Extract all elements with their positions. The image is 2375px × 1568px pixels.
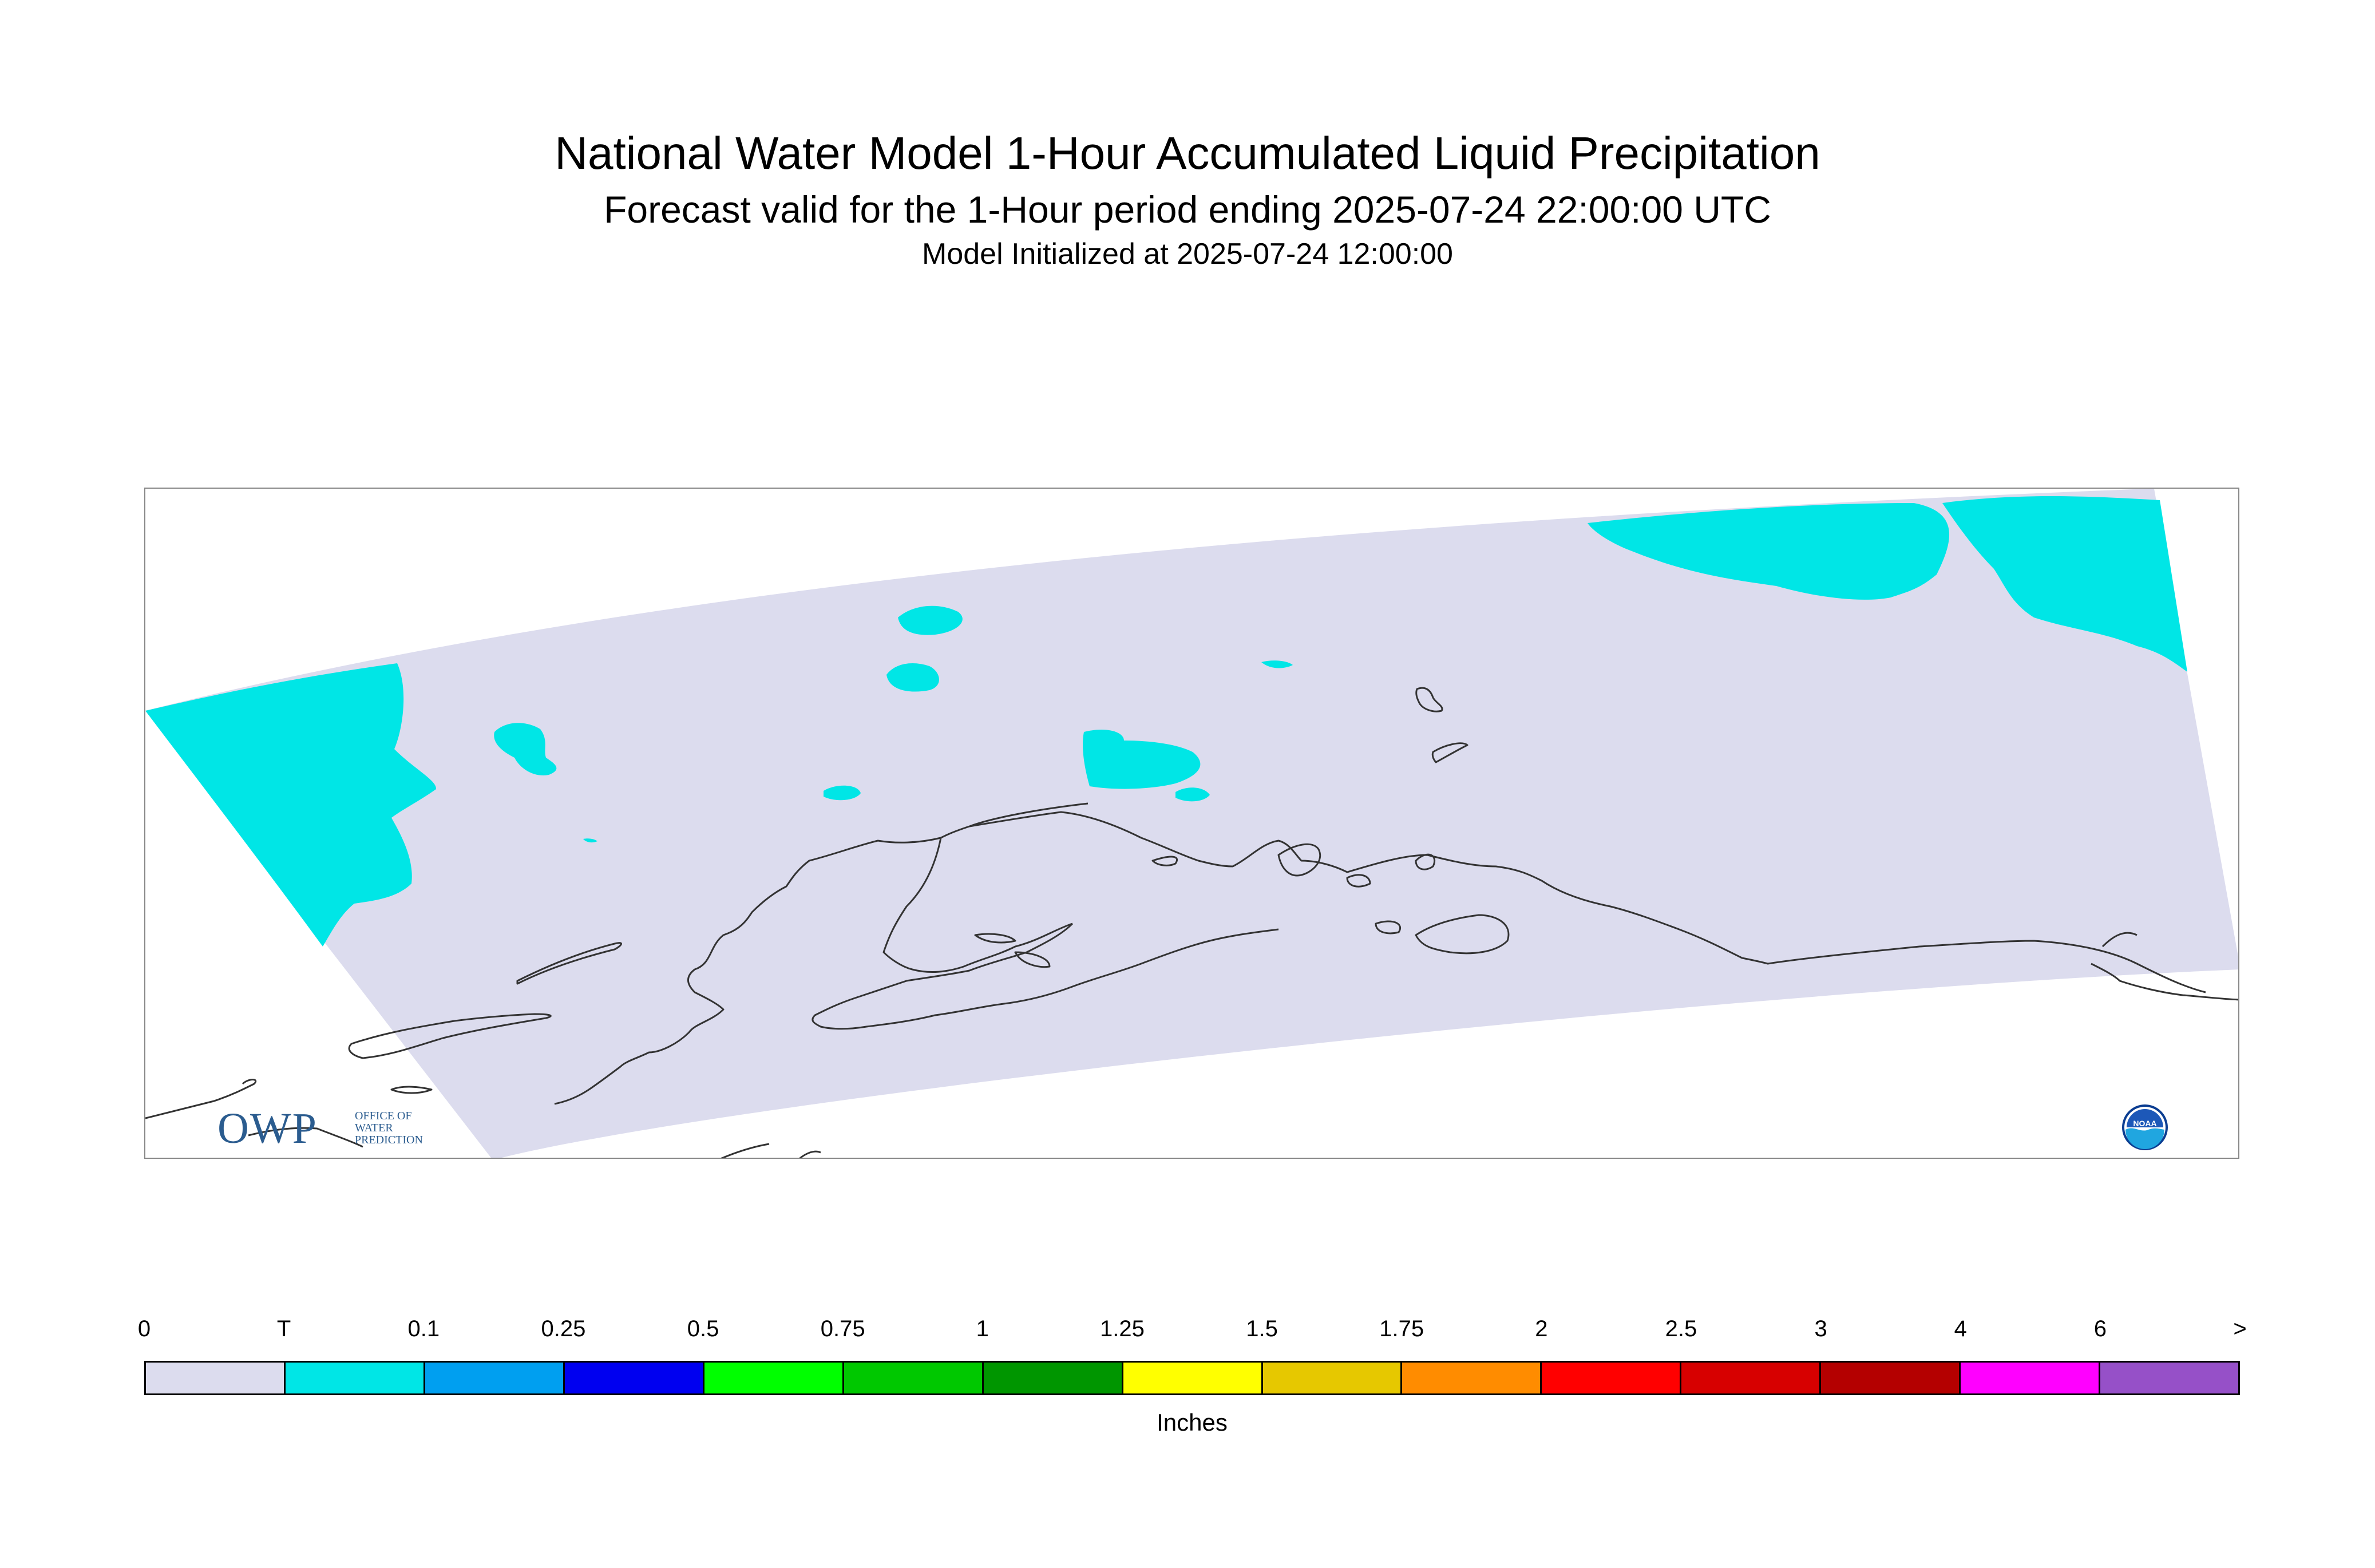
legend-tick-label: 3 <box>1814 1316 1827 1341</box>
legend-tick-label: > <box>2233 1316 2247 1341</box>
map-subtitle: Forecast valid for the 1-Hour period end… <box>604 188 1771 231</box>
bottom-coast-2 <box>721 1143 821 1158</box>
legend-tick-label: 2.5 <box>1665 1316 1697 1341</box>
owp-logo-line-3: PREDICTION <box>355 1134 423 1146</box>
legend-tick-label: 2 <box>1535 1316 1548 1341</box>
legend-swatch-8 <box>1262 1363 1403 1393</box>
legend-swatch-13 <box>1961 1363 2101 1393</box>
trace-area-small-2 <box>886 663 939 692</box>
island-3 <box>1151 856 1178 866</box>
west-coast-bottom <box>145 1079 433 1148</box>
kodiak-area <box>1277 843 1401 935</box>
island-group-1 <box>1415 914 1510 955</box>
small-island-3 <box>1431 742 1468 763</box>
legend-units: Inches <box>1157 1409 1228 1436</box>
legend-tick-label: 6 <box>2093 1316 2107 1341</box>
legend-tick-label: 1 <box>976 1316 989 1341</box>
legend-swatch-1 <box>285 1363 425 1393</box>
legend-swatch-10 <box>1542 1363 1682 1393</box>
legend-tick-label: 4 <box>1954 1316 1967 1341</box>
legend-swatch-0 <box>146 1363 286 1393</box>
island-1 <box>974 933 1016 944</box>
legend-swatch-7 <box>1123 1363 1263 1393</box>
aleutian-chain-west <box>348 942 622 1059</box>
trace-area-small-3 <box>494 723 557 775</box>
noaa-logo: NOAA <box>2121 1103 2169 1151</box>
map-title: National Water Model 1-Hour Accumulated … <box>555 128 1820 179</box>
legend-swatch-3 <box>564 1363 704 1393</box>
alaska-mainland-coast <box>554 802 2206 1105</box>
legend-tick-label: 1.5 <box>1246 1316 1278 1341</box>
trace-area-small-6 <box>1261 660 1293 668</box>
trace-area-small-4 <box>824 785 861 801</box>
legend-swatch-12 <box>1821 1363 1961 1393</box>
island-2 <box>1014 951 1051 968</box>
owp-logo-line-2: WATER <box>355 1122 393 1134</box>
legend-swatch-4 <box>704 1363 844 1393</box>
legend-tick-label: 1.25 <box>1099 1316 1145 1341</box>
small-island-2 <box>1415 687 1443 712</box>
trace-area-west <box>145 663 437 947</box>
trace-area-far-northeast <box>1942 496 2187 672</box>
noaa-logo-text: NOAA <box>2133 1119 2156 1128</box>
trace-area-small-5 <box>1175 787 1210 802</box>
legend-tick-label: 0.75 <box>820 1316 865 1341</box>
trace-area-central <box>1083 729 1201 789</box>
legend-tick-label: 0.5 <box>687 1316 719 1341</box>
trace-area-northeast <box>1588 503 1950 600</box>
legend-swatch-6 <box>983 1363 1123 1393</box>
coastlines <box>145 687 2238 1158</box>
legend-swatch-9 <box>1402 1363 1542 1393</box>
legend-swatch-5 <box>844 1363 984 1393</box>
model-domain-area <box>145 489 2238 1158</box>
trace-area-small-7 <box>583 838 597 843</box>
owp-logo-line-1: OFFICE OF <box>355 1110 412 1122</box>
map-canvas <box>145 489 2238 1158</box>
legend-tick-label: 1.75 <box>1379 1316 1424 1341</box>
far-east-coast <box>2091 932 2238 1001</box>
legend-colorbar <box>144 1361 2240 1395</box>
model-init-time: Model Initialized at 2025-07-24 12:00:00 <box>922 237 1453 271</box>
legend-swatch-11 <box>1681 1363 1822 1393</box>
legend-swatch-14 <box>2100 1363 2239 1393</box>
small-island-1 <box>1415 853 1436 870</box>
legend-tick-label: 0.1 <box>407 1316 440 1341</box>
owp-logo: OWP OFFICE OF WATER PREDICTION <box>217 1107 423 1150</box>
owp-logo-mark: OWP <box>217 1104 318 1153</box>
legend-tick-label: 0.25 <box>541 1316 586 1341</box>
trace-area-small-1 <box>898 605 963 635</box>
trace-precip-areas <box>145 496 2187 947</box>
legend-tick-label: 0 <box>137 1316 151 1341</box>
legend: 0 T 0.1 0.25 0.5 0.75 1 1.25 1.5 1.75 2 2.5 3 4 6 > Inc… <box>138 1316 2247 1442</box>
legend-tick-label: T <box>276 1316 291 1341</box>
precipitation-map <box>144 488 2239 1159</box>
legend-swatch-2 <box>425 1363 565 1393</box>
owp-logo-text: OFFICE OF WATER PREDICTION <box>355 1110 423 1146</box>
alaska-peninsula-coast <box>812 922 1279 1030</box>
noaa-logo-graphic: NOAA <box>2122 1104 2168 1150</box>
